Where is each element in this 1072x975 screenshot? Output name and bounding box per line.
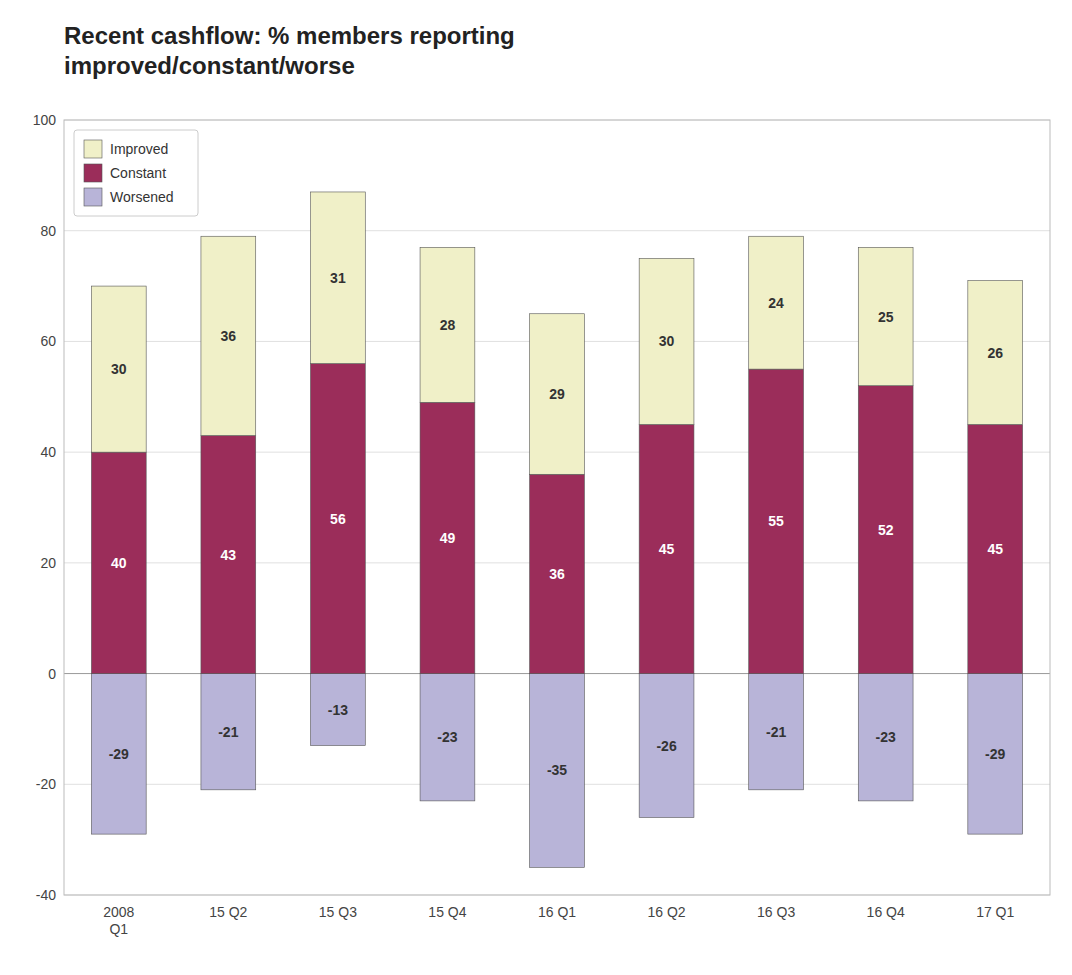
data-label: 30 [659, 333, 675, 349]
bar-segment [201, 436, 256, 674]
text-line: 16 Q4 [867, 904, 905, 920]
bar-segment [858, 674, 913, 801]
data-label: 30 [111, 361, 127, 377]
grid-line [64, 230, 1050, 231]
x-tick-label: 15 Q3 [319, 904, 357, 920]
bar-segment [311, 674, 366, 746]
text-line: 16 Q2 [647, 904, 685, 920]
y-tick-label: 80 [40, 223, 56, 239]
data-label: 28 [440, 317, 456, 333]
data-label: 26 [987, 345, 1003, 361]
data-label: -23 [437, 729, 457, 745]
data-label: -23 [876, 729, 896, 745]
data-label: -29 [985, 746, 1005, 762]
data-label: 25 [878, 309, 894, 325]
bar-segment [201, 674, 256, 790]
bar-segment [968, 424, 1023, 673]
y-tick-label: -40 [36, 887, 56, 903]
x-tick-label: 16 Q2 [647, 904, 685, 920]
legend: Improved Constant Worsened [74, 130, 198, 216]
legend-label: Constant [110, 165, 166, 181]
bar-segment [201, 236, 256, 435]
y-tick-label: 20 [40, 555, 56, 571]
text-line: 15 Q2 [209, 904, 247, 920]
bar-segment [311, 364, 366, 674]
legend-box [74, 130, 198, 216]
text-line: 15 Q3 [319, 904, 357, 920]
bar-segment [420, 247, 475, 402]
x-tick-label: 17 Q1 [976, 904, 1014, 920]
bar-segment [91, 452, 146, 673]
data-label: 45 [987, 541, 1003, 557]
text-line: Q1 [109, 921, 128, 937]
x-tick-label: 16 Q4 [867, 904, 905, 920]
bar-segment [639, 424, 694, 673]
x-tick-label: 15 Q2 [209, 904, 247, 920]
text-line: improved/constant/worse [64, 52, 355, 79]
bar-segment [749, 674, 804, 790]
data-labels: -29 40 30 -21 43 36 -13 56 31 -23 49 28 -35 36 29 -26 45… [109, 270, 1006, 779]
data-label: -21 [218, 724, 238, 740]
data-label: 40 [111, 555, 127, 571]
bar-segment [420, 402, 475, 673]
data-label: 52 [878, 522, 894, 538]
text-line: 16 Q1 [538, 904, 576, 920]
bar-segment [968, 674, 1023, 835]
legend-swatch [84, 164, 102, 182]
data-label: -35 [547, 762, 567, 778]
x-tick-label: 15 Q4 [428, 904, 466, 920]
grid [64, 120, 1050, 895]
y-tick-label: 60 [40, 333, 56, 349]
bar-segment [311, 192, 366, 364]
data-label: 31 [330, 270, 346, 286]
text-line: 2008 [103, 904, 134, 920]
bar-segment [858, 247, 913, 385]
text-line: 17 Q1 [976, 904, 1014, 920]
bar-segment [749, 369, 804, 673]
data-label: 29 [549, 386, 565, 402]
bar-segment [530, 474, 585, 673]
data-label: 55 [768, 513, 784, 529]
data-label: -26 [656, 738, 676, 754]
legend-swatch [84, 140, 102, 158]
data-label: -13 [328, 702, 348, 718]
data-label: 56 [330, 511, 346, 527]
data-label: -29 [109, 746, 129, 762]
bar-segment [91, 286, 146, 452]
bar-segment [530, 314, 585, 475]
y-tick-label: -20 [36, 776, 56, 792]
data-label: 45 [659, 541, 675, 557]
x-tick-label: 2008Q1 [103, 904, 134, 937]
x-tick-label: 16 Q3 [757, 904, 795, 920]
legend-label: Worsened [110, 189, 174, 205]
x-tick-label: 16 Q1 [538, 904, 576, 920]
data-label: 49 [440, 530, 456, 546]
y-tick-label: 40 [40, 444, 56, 460]
legend-label: Improved [110, 141, 168, 157]
title: Recent cashflow: % members reporting impr… [64, 22, 515, 79]
y-tick-label: 100 [33, 112, 57, 128]
bar-segment [639, 674, 694, 818]
bar-segment [530, 674, 585, 868]
bar-segment [420, 674, 475, 801]
text-line: 15 Q4 [428, 904, 466, 920]
data-label: 36 [549, 566, 565, 582]
text-line: 16 Q3 [757, 904, 795, 920]
bar-segment [749, 236, 804, 369]
bar-segment [968, 281, 1023, 425]
legend-swatch [84, 188, 102, 206]
plot-frame [64, 120, 1050, 895]
bars [91, 192, 1022, 867]
y-tick-label: 0 [48, 666, 56, 682]
chart-svg: Recent cashflow: % members reporting impr… [0, 0, 1072, 975]
text-line: Recent cashflow: % members reporting [64, 22, 515, 49]
bar-segment [639, 258, 694, 424]
bar-segment [858, 386, 913, 674]
data-label: 43 [221, 547, 237, 563]
data-label: 36 [221, 328, 237, 344]
bar-segment [91, 674, 146, 835]
data-label: -21 [766, 724, 786, 740]
data-label: 24 [768, 295, 784, 311]
